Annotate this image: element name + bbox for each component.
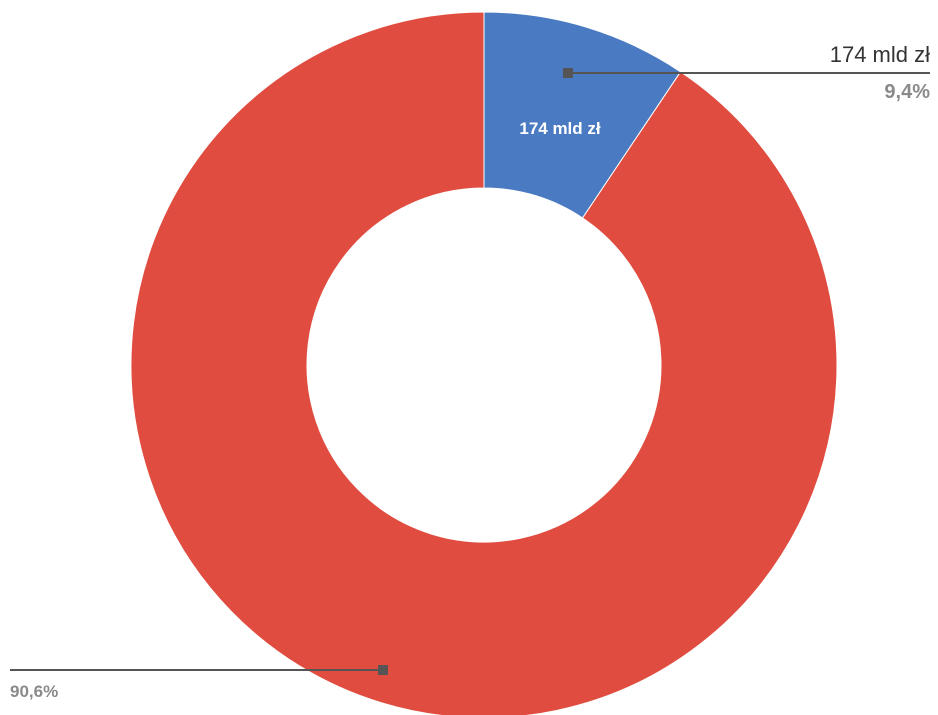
slice-1-inner-label: 174 mld zł [519, 119, 601, 138]
donut-slice-2 [130, 11, 838, 715]
slice-2-percent-label: 90,6% [10, 682, 58, 701]
slice-1-value-label: 174 mld zł [830, 42, 930, 67]
donut-slices [130, 11, 838, 715]
callout-slice-2: 90,6% [10, 665, 388, 701]
callout-slice-1: 174 mld zł 9,4% [563, 42, 930, 103]
leader-marker-slice-2 [378, 665, 388, 675]
slice-1-percent-label: 9,4% [884, 81, 930, 103]
leader-marker-slice-1 [563, 68, 573, 78]
